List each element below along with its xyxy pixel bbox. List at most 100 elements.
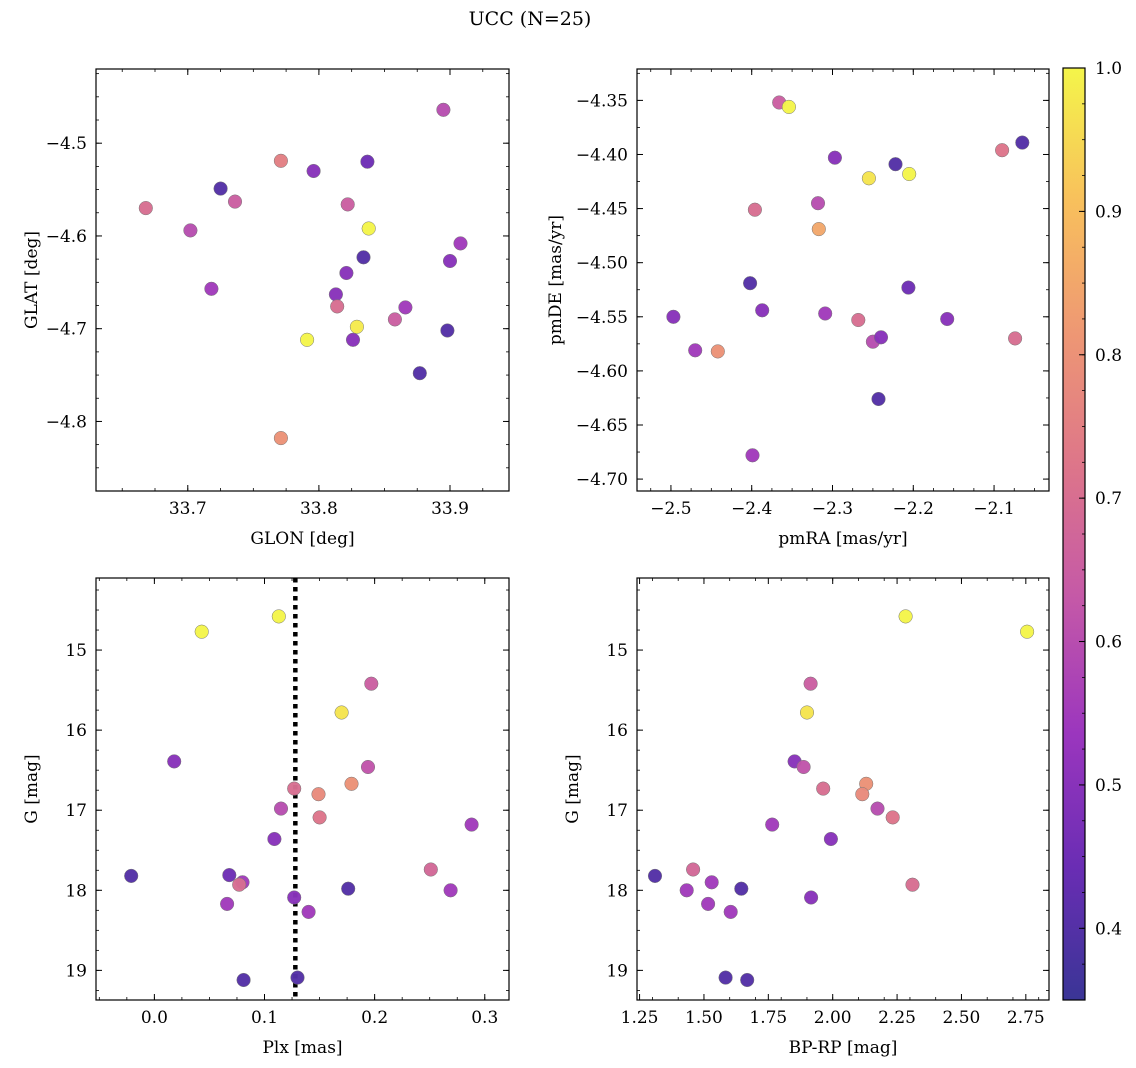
data-point: [902, 166, 917, 182]
axes-frame: [95, 68, 510, 492]
colorbar-tick-label: 1.0: [1095, 59, 1122, 79]
axes-frame: [636, 577, 1050, 1001]
y-tick-label: 16: [65, 721, 87, 741]
data-point: [227, 194, 243, 209]
data-point: [287, 890, 302, 905]
data-point: [823, 831, 838, 847]
data-point: [740, 972, 755, 988]
y-tick-label: −4.45: [576, 200, 628, 220]
data-point: [340, 197, 355, 212]
data-point: [755, 303, 770, 318]
y-tick-label: −4.35: [576, 91, 628, 111]
data-point: [222, 868, 237, 883]
y-tick-label: 18: [606, 881, 628, 901]
data-point: [818, 306, 833, 321]
data-point: [804, 890, 819, 905]
data-point: [138, 201, 153, 216]
x-tick-label: 1.25: [621, 1008, 659, 1028]
data-point: [328, 287, 343, 302]
x-tick-label: 2.25: [878, 1008, 916, 1028]
panel-4: 1.25 1.50 1.75 2.00 2.25 2.50 2.75 15 16 17 18 19 BP…: [563, 577, 1050, 1058]
data-point: [398, 300, 413, 315]
colorbar-tick-label: 0.8: [1095, 346, 1122, 366]
x-tick-label: −2.4: [731, 499, 772, 519]
x-axis-label: BP-RP [mag]: [789, 1038, 898, 1058]
data-point: [464, 817, 479, 832]
y-tick-label: −4.7: [46, 320, 87, 340]
data-point: [339, 265, 354, 281]
data-point: [306, 163, 321, 179]
axes-frame: [636, 68, 1050, 492]
data-point: [688, 343, 703, 358]
data-point: [232, 877, 247, 892]
data-point: [747, 202, 762, 217]
x-tick-label: 2.50: [943, 1008, 981, 1028]
data-point: [799, 705, 815, 720]
data-point: [888, 157, 903, 172]
colorbar-tick-label: 0.4: [1095, 919, 1122, 939]
x-axis-label: Plx [mas]: [262, 1038, 342, 1058]
panel-1: 33.7 33.8 33.9 −4.5 −4.6 −4.7 −4.8 GLON [deg] GL…: [22, 68, 510, 549]
data-point: [995, 143, 1010, 158]
data-point: [811, 222, 826, 237]
data-point: [287, 781, 302, 796]
x-tick-label: 0.2: [361, 1008, 388, 1028]
data-point: [1015, 135, 1030, 150]
y-tick-label: 17: [606, 801, 628, 821]
y-tick-label: −4.70: [576, 470, 628, 490]
panel-2: −2.5 −2.4 −2.3 −2.2 −2.1 −4.35 −4.40 −4.45 −4.50…: [546, 68, 1050, 549]
x-tick-label: −2.3: [812, 499, 853, 519]
data-point: [453, 236, 468, 251]
data-point: [442, 253, 458, 269]
data-point: [803, 676, 818, 691]
data-point: [183, 223, 198, 238]
data-point: [855, 787, 870, 802]
data-point: [898, 609, 913, 624]
x-tick-label: 1.50: [685, 1008, 723, 1028]
colorbar-tick-label: 0.6: [1095, 633, 1122, 653]
data-point: [345, 332, 361, 347]
y-tick-label: 19: [65, 961, 87, 981]
data-point: [871, 391, 886, 407]
data-point: [440, 323, 455, 338]
x-tick-label: 33.9: [431, 499, 469, 519]
y-tick-label: −4.50: [576, 254, 628, 274]
data-point: [301, 904, 316, 919]
data-point: [271, 609, 286, 624]
data-point: [273, 431, 288, 446]
data-point: [300, 332, 315, 347]
data-point: [686, 862, 701, 877]
data-point: [194, 624, 209, 639]
data-point: [901, 280, 916, 295]
data-point: [940, 311, 955, 327]
data-point: [412, 366, 427, 381]
data-point: [436, 102, 451, 117]
data-point: [851, 312, 866, 328]
data-point: [312, 810, 327, 825]
data-point: [356, 250, 371, 265]
data-point: [334, 705, 349, 720]
data-point: [273, 153, 288, 168]
y-axis-label: GLAT [deg]: [22, 231, 42, 329]
y-tick-label: −4.40: [576, 145, 628, 165]
data-point: [330, 299, 345, 314]
x-axis-label: pmRA [mas/yr]: [778, 529, 907, 549]
data-point: [364, 676, 379, 691]
y-tick-label: −4.65: [576, 416, 628, 436]
data-point: [387, 312, 402, 327]
data-point: [816, 781, 831, 796]
x-tick-label: 0.1: [251, 1008, 278, 1028]
x-tick-label: 0.3: [471, 1008, 498, 1028]
data-point: [311, 787, 326, 802]
colorbar-tick-label: 0.5: [1095, 776, 1122, 796]
data-point: [349, 319, 364, 334]
data-point: [734, 881, 749, 896]
colorbar-bar: [1062, 67, 1086, 1001]
y-tick-label: 17: [65, 801, 87, 821]
x-tick-label: 0.0: [141, 1008, 168, 1028]
data-point: [167, 754, 182, 769]
x-tick-label: 33.7: [169, 499, 207, 519]
x-tick-label: −2.2: [893, 499, 934, 519]
data-point: [423, 862, 438, 877]
